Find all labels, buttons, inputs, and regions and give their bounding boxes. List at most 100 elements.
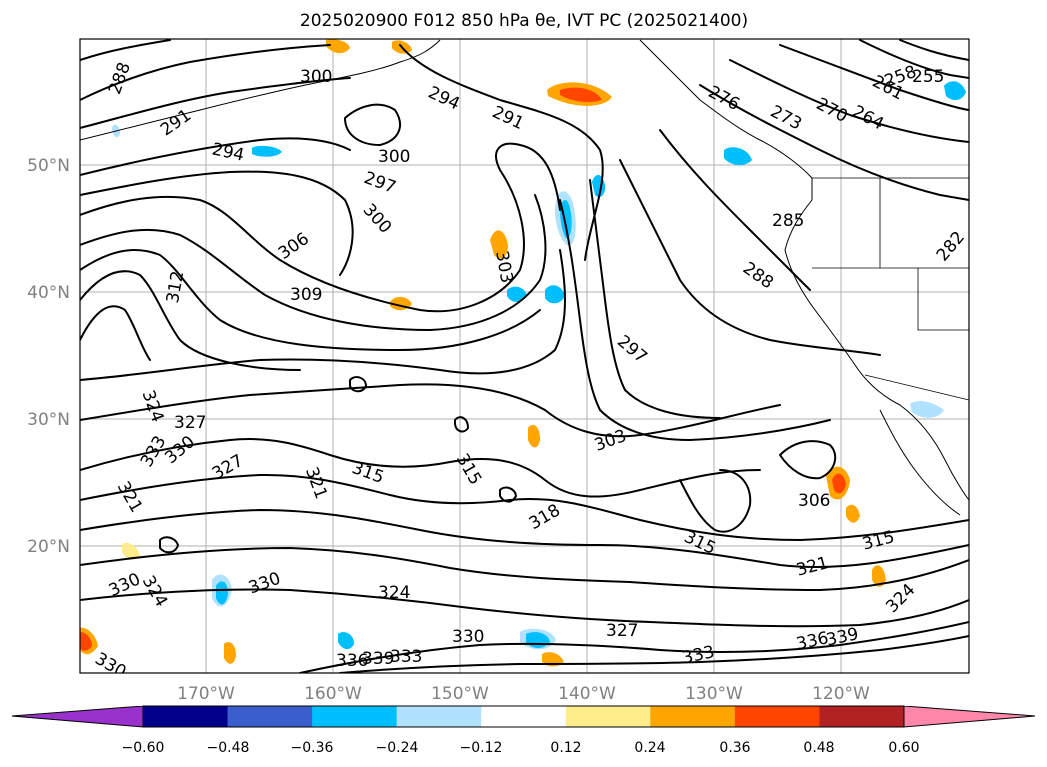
contour-line (80, 547, 969, 591)
theta-e-contours (80, 39, 969, 673)
positive-anomaly (542, 652, 564, 667)
colorbar-tick-label: 0.24 (634, 740, 665, 756)
positive-anomaly (872, 565, 886, 587)
negative-anomaly (724, 147, 752, 166)
lon-label: 160°W (304, 684, 362, 704)
coastlines (80, 39, 969, 516)
contour-closed (499, 486, 517, 503)
colorbar-swatch (819, 706, 905, 727)
lon-label: 130°W (685, 684, 743, 704)
contour-line (299, 621, 969, 673)
contour-line (80, 77, 351, 129)
map-frame (79, 38, 970, 674)
lon-label: 150°W (431, 684, 489, 704)
contour-label: 330 (452, 627, 484, 647)
colorbar-swatch (143, 706, 229, 727)
lat-label: 30°N (27, 410, 70, 430)
colorbar-extend-high (904, 706, 1035, 727)
contour-line (80, 39, 171, 61)
contour-line (80, 249, 566, 381)
negative-anomaly (507, 286, 527, 302)
contour-line (80, 249, 541, 351)
contour-closed (349, 376, 367, 393)
contour-label: 306 (798, 491, 830, 511)
positive-anomaly (122, 542, 140, 560)
positive-anomaly (224, 642, 236, 664)
colorbar-swatch (650, 706, 736, 727)
contour-line (779, 44, 969, 111)
contour-closed (679, 469, 752, 533)
colorbar-tick-label: −0.12 (460, 740, 503, 756)
figure-title: 2025020900 F012 850 hPa θe, IVT PC (2025… (300, 11, 748, 31)
contour-label: 327 (174, 413, 206, 433)
positive-anomaly (80, 632, 92, 651)
positive-anomaly (326, 39, 350, 54)
contour-line (80, 588, 969, 628)
colorbar-swatch (734, 706, 820, 727)
map-panel: 288 291 294 300 300 297 294 291 300 306 … (79, 38, 970, 674)
contour-line (589, 179, 721, 419)
contour-label: 300 (300, 67, 332, 87)
baja-coast (879, 409, 961, 516)
latitude-labels: 50°N 40°N 30°N 20°N (27, 156, 70, 557)
contour-line (729, 59, 969, 143)
contour-line (339, 635, 969, 673)
lat-label: 50°N (27, 156, 70, 176)
lon-label: 140°W (558, 684, 616, 704)
contour-line (80, 438, 761, 498)
contour-line (80, 509, 969, 569)
negative-anomaly (944, 81, 966, 101)
contour-line (80, 137, 351, 176)
colorbar-tick-label: 0.12 (550, 740, 581, 756)
colorbar-swatch (481, 706, 567, 727)
contour-label: 300 (378, 147, 410, 167)
contour-line (80, 194, 547, 331)
contour-label: 336 (336, 651, 368, 671)
contour-label: 339 (362, 649, 394, 669)
contour-line (699, 84, 969, 201)
contour-line (559, 199, 831, 441)
positive-anomaly (490, 230, 508, 259)
colorbar-tick-label: 0.36 (719, 740, 750, 756)
contour-line (80, 383, 781, 438)
positive-anomaly (528, 424, 540, 448)
contour-line (619, 159, 881, 356)
contour-label: 285 (772, 211, 804, 231)
colorbar-swatches (12, 706, 1035, 727)
lat-label: 40°N (27, 283, 70, 303)
contour-line (80, 473, 969, 541)
contour-line (399, 44, 604, 261)
negative-anomaly (216, 581, 228, 605)
colorbar-tick-label: 0.60 (888, 740, 919, 756)
contour-label: 324 (378, 583, 410, 603)
colorbar-tick-label: −0.48 (207, 740, 250, 756)
positive-anomaly (560, 87, 602, 103)
colorbar-outline (11, 705, 1036, 728)
contour-closed (454, 416, 469, 433)
colorbar-swatch (227, 706, 313, 727)
longitude-labels: 170°W 160°W 150°W 140°W 130°W 120°W (177, 684, 870, 704)
lon-label: 120°W (812, 684, 870, 704)
colorbar-ticks: −0.60 −0.48 −0.36 −0.24 −0.12 0.12 0.24 … (122, 740, 920, 756)
contour-line (859, 39, 969, 79)
contour-closed (779, 440, 837, 480)
colorbar-tick-label: −0.60 (122, 740, 165, 756)
contour-line (899, 39, 969, 61)
colorbar-tick-label: −0.36 (291, 740, 334, 756)
us-mexico-border (864, 374, 969, 401)
positive-anomaly (832, 473, 846, 494)
lat-label: 20°N (27, 537, 70, 557)
colorbar-extend-low (12, 706, 143, 727)
colorbar: −0.60 −0.48 −0.36 −0.24 −0.12 0.12 0.24 … (11, 705, 1036, 756)
contour-closed (344, 103, 401, 146)
colorbar-swatch (312, 706, 398, 727)
contour-line (80, 142, 561, 313)
contour-closed (159, 536, 179, 554)
contour-line (80, 305, 151, 361)
colorbar-swatch (396, 706, 482, 727)
contour-line (80, 44, 331, 101)
colorbar-swatch (565, 706, 651, 727)
contour-label: 255 (912, 67, 944, 87)
contour-line (80, 270, 301, 371)
